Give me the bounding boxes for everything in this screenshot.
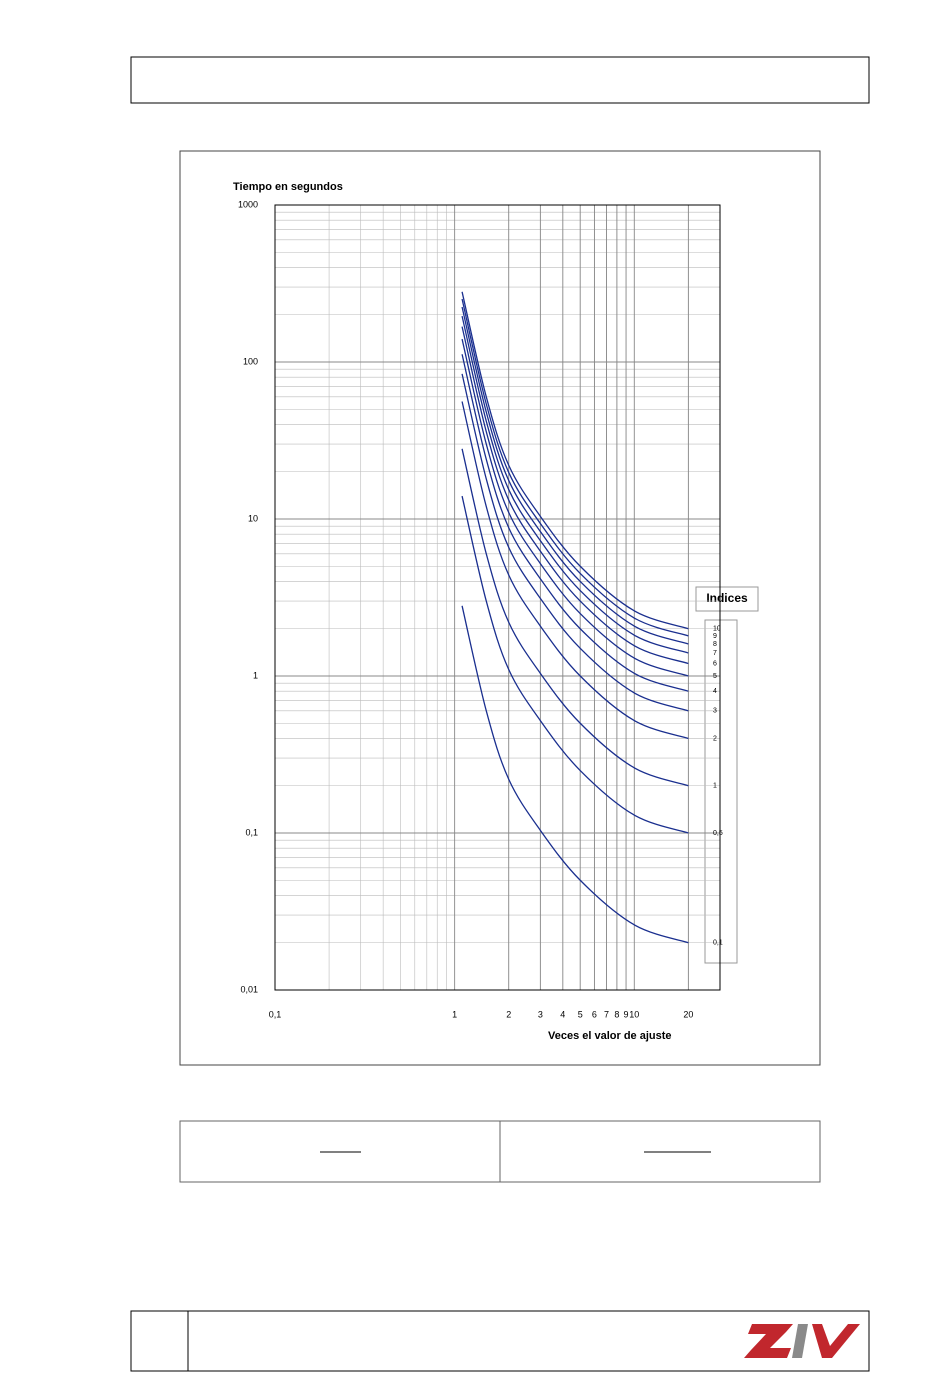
x-tick-label: 5 xyxy=(578,1009,583,1019)
legend-label: 9 xyxy=(713,633,717,640)
legend-label: 2 xyxy=(713,735,717,742)
y-tick-label: 100 xyxy=(243,356,258,366)
curve xyxy=(461,401,689,740)
y-tick-label: 0,1 xyxy=(245,827,258,837)
legend-label: 10 xyxy=(713,626,721,633)
curve xyxy=(461,373,689,712)
legend-label: 1 xyxy=(713,783,717,790)
curve xyxy=(461,298,689,637)
x-tick-label: 3 xyxy=(538,1009,543,1019)
x-axis-label: Veces el valor de ajuste xyxy=(548,1030,672,1042)
footer-box xyxy=(130,1310,870,1372)
curve xyxy=(461,291,689,630)
x-tick-label: 10 xyxy=(629,1009,639,1019)
y-tick-label: 1000 xyxy=(238,199,258,209)
legend-label: 3 xyxy=(713,708,717,715)
curve xyxy=(461,448,689,787)
x-tick-label: 6 xyxy=(592,1009,597,1019)
header-box xyxy=(130,56,870,104)
curve xyxy=(461,306,689,645)
logo-z xyxy=(744,1324,793,1358)
curve xyxy=(461,605,689,944)
x-tick-label: 7 xyxy=(604,1009,609,1019)
chart-frame xyxy=(179,150,821,1066)
y-axis-label: Tiempo en segundos xyxy=(233,181,343,193)
x-tick-label: 8 xyxy=(614,1009,619,1019)
curve xyxy=(461,495,689,834)
legend-label: 4 xyxy=(713,688,717,695)
curve xyxy=(461,354,689,692)
curve xyxy=(461,326,689,665)
x-tick-label: 0,1 xyxy=(269,1009,282,1019)
y-tick-label: 10 xyxy=(248,513,258,523)
curve xyxy=(461,338,689,677)
x-tick-label: 4 xyxy=(560,1009,565,1019)
y-tick-label: 0,01 xyxy=(240,984,258,994)
logo-v xyxy=(812,1324,860,1358)
legend-label: 0,1 xyxy=(713,940,723,947)
legend-title: Indices xyxy=(706,591,748,605)
logo xyxy=(744,1324,860,1358)
legend-label: 6 xyxy=(713,660,717,667)
y-tick-label: 1 xyxy=(253,670,258,680)
plot-border xyxy=(274,204,721,991)
curve xyxy=(461,315,689,654)
legend-box xyxy=(704,619,738,964)
x-tick-label: 20 xyxy=(683,1009,693,1019)
x-tick-label: 2 xyxy=(506,1009,511,1019)
x-tick-label: 1 xyxy=(452,1009,457,1019)
legend-label: 0,5 xyxy=(713,830,723,837)
x-tick-label: 9 xyxy=(624,1009,629,1019)
legend-label: 7 xyxy=(713,650,717,657)
logo-i xyxy=(792,1324,808,1358)
legend-title-box xyxy=(695,586,759,612)
legend-label: 5 xyxy=(713,673,717,680)
legend-label: 8 xyxy=(713,641,717,648)
